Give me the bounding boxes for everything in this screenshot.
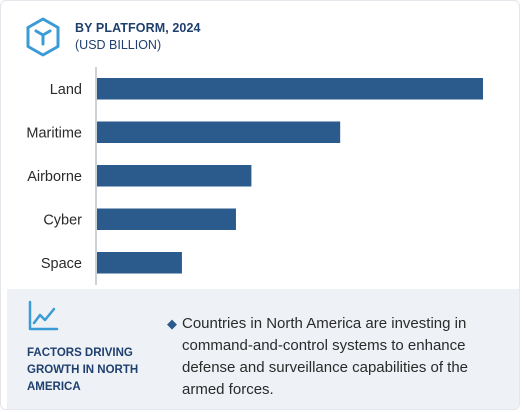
diamond-bullet-icon: ◆: [167, 316, 177, 331]
chart-title: BY PLATFORM, 2024: [75, 21, 201, 35]
category-label: Land: [50, 82, 82, 98]
category-label: Airborne: [27, 169, 82, 185]
bar-land: [97, 78, 483, 100]
bar-airborne: [97, 165, 252, 187]
bar-chart: Land Maritime Airborne Cyber Space: [26, 67, 483, 285]
bar-cyber: [97, 208, 236, 230]
cube-hexagon-icon: [26, 17, 60, 57]
factors-label: FACTORS DRIVING GROWTH IN NORTH AMERICA: [27, 347, 139, 393]
category-label: Cyber: [43, 212, 82, 228]
bullet-point: ◆ Countries in North America are investi…: [167, 313, 507, 401]
growth-factors-panel: FACTORS DRIVING GROWTH IN NORTH AMERICA …: [7, 289, 519, 409]
category-label: Maritime: [26, 125, 82, 141]
bar-space: [97, 252, 182, 274]
trend-chart-icon: [28, 300, 59, 331]
bar-maritime: [97, 121, 341, 143]
bullet-text: Countries in North America are investing…: [182, 315, 469, 398]
category-label: Space: [41, 256, 82, 272]
chart-subtitle: (USD BILLION): [75, 38, 162, 52]
